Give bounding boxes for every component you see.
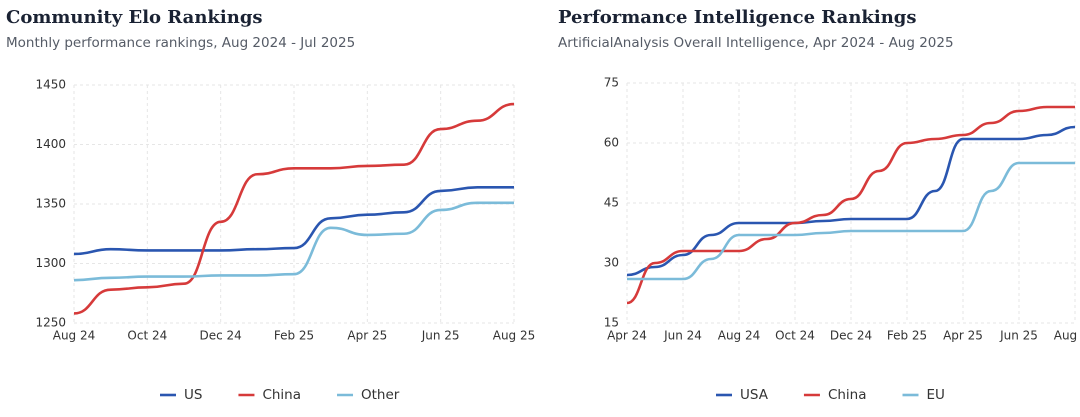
y-tick-label: 1300 bbox=[35, 256, 66, 270]
y-tick-label: 1450 bbox=[35, 78, 66, 92]
series-line bbox=[626, 105, 1075, 305]
chart-title: Community Elo Rankings bbox=[6, 7, 263, 28]
x-tick-label: Aug 24 bbox=[718, 329, 761, 343]
x-tick-label: Aug 24 bbox=[53, 329, 96, 343]
series-line bbox=[627, 161, 1075, 281]
x-tick-label: Jun 25 bbox=[421, 329, 460, 343]
x-tick-label: Dec 24 bbox=[200, 329, 242, 343]
x-tick-label: Jun 24 bbox=[663, 329, 702, 343]
x-tick-label: Aug 25 bbox=[1054, 329, 1080, 343]
x-tick-label: Apr 25 bbox=[943, 329, 983, 343]
legend-label: EU bbox=[927, 387, 945, 403]
x-tick-label: Feb 25 bbox=[274, 329, 314, 343]
chart-subtitle: Monthly performance rankings, Aug 2024 -… bbox=[6, 35, 355, 51]
legend-label: China bbox=[262, 387, 301, 403]
chart-title: Performance Intelligence Rankings bbox=[558, 7, 917, 28]
x-tick-label: Feb 25 bbox=[887, 329, 927, 343]
series-line bbox=[73, 186, 514, 256]
x-tick-label: Oct 24 bbox=[775, 329, 815, 343]
chart-subtitle: ArtificialAnalysis Overall Intelligence,… bbox=[558, 35, 954, 51]
y-tick-label: 1350 bbox=[35, 197, 66, 211]
y-tick-label: 75 bbox=[604, 76, 619, 90]
x-tick-label: Apr 24 bbox=[607, 329, 647, 343]
series-line bbox=[73, 201, 514, 282]
legend-label: US bbox=[184, 387, 202, 403]
x-tick-label: Dec 24 bbox=[830, 329, 872, 343]
y-tick-label: 1400 bbox=[35, 137, 66, 151]
series-line bbox=[73, 102, 515, 315]
y-tick-label: 30 bbox=[604, 256, 619, 270]
y-tick-label: 15 bbox=[604, 316, 619, 330]
legend-label: Other bbox=[361, 387, 400, 403]
legend-label: USA bbox=[740, 387, 769, 403]
y-tick-label: 60 bbox=[604, 136, 619, 150]
x-tick-label: Jun 25 bbox=[999, 329, 1038, 343]
series-line bbox=[626, 125, 1076, 277]
x-tick-label: Aug 25 bbox=[493, 329, 536, 343]
y-tick-label: 45 bbox=[604, 196, 619, 210]
legend-label: China bbox=[828, 387, 867, 403]
x-tick-label: Apr 25 bbox=[347, 329, 387, 343]
y-tick-label: 1250 bbox=[35, 316, 66, 330]
x-tick-label: Oct 24 bbox=[127, 329, 167, 343]
